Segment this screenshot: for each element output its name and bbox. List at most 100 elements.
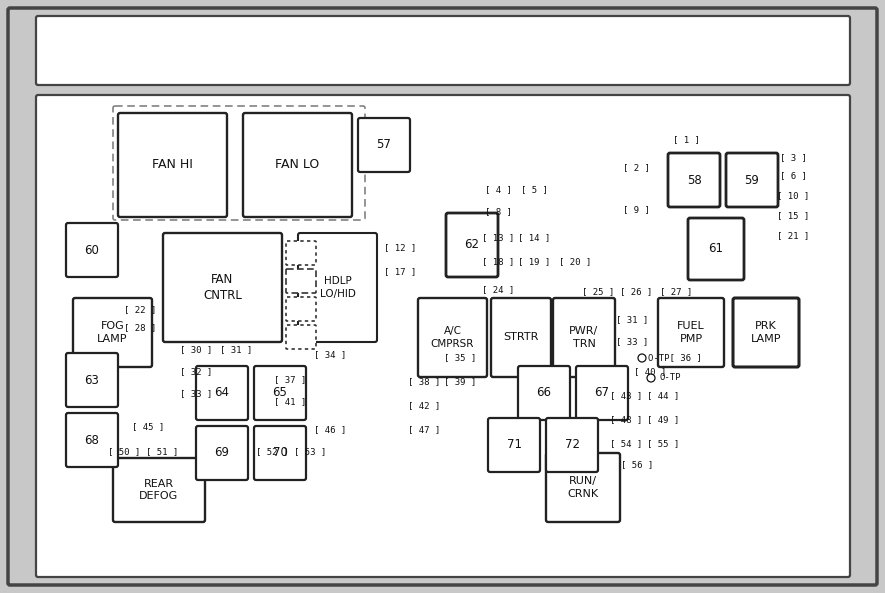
- Text: 63: 63: [85, 374, 99, 387]
- FancyBboxPatch shape: [576, 366, 628, 420]
- Text: [ 21 ]: [ 21 ]: [777, 231, 809, 241]
- FancyBboxPatch shape: [8, 8, 877, 585]
- Text: [ 6 ]: [ 6 ]: [780, 171, 806, 180]
- Text: 71: 71: [506, 438, 521, 451]
- FancyBboxPatch shape: [286, 269, 316, 293]
- Text: 60: 60: [85, 244, 99, 257]
- FancyBboxPatch shape: [491, 298, 551, 377]
- Text: 72: 72: [565, 438, 580, 451]
- Text: 67: 67: [595, 387, 610, 400]
- Text: [ 3 ]: [ 3 ]: [780, 154, 806, 162]
- FancyBboxPatch shape: [358, 118, 410, 172]
- Text: [ 8 ]: [ 8 ]: [485, 208, 512, 216]
- Text: [ 41 ]: [ 41 ]: [273, 397, 306, 406]
- Text: [ 18 ]: [ 18 ]: [481, 257, 514, 266]
- Text: [ 50 ]: [ 50 ]: [108, 448, 140, 457]
- FancyBboxPatch shape: [286, 297, 316, 321]
- FancyBboxPatch shape: [658, 298, 724, 367]
- FancyBboxPatch shape: [254, 366, 306, 420]
- FancyBboxPatch shape: [418, 298, 487, 377]
- FancyBboxPatch shape: [726, 153, 778, 207]
- FancyBboxPatch shape: [113, 458, 205, 522]
- Text: [ 31 ]: [ 31 ]: [219, 346, 252, 355]
- Text: [ 15 ]: [ 15 ]: [777, 212, 809, 221]
- Text: PRK
LAMP: PRK LAMP: [750, 321, 781, 344]
- Text: [ 14 ]: [ 14 ]: [518, 234, 550, 243]
- Text: 58: 58: [687, 174, 702, 187]
- Text: [ 53 ]: [ 53 ]: [294, 448, 327, 457]
- FancyBboxPatch shape: [553, 298, 615, 377]
- FancyBboxPatch shape: [488, 418, 540, 472]
- Text: 64: 64: [214, 387, 229, 400]
- FancyBboxPatch shape: [243, 113, 352, 217]
- Text: [ 30 ]: [ 30 ]: [180, 346, 212, 355]
- Text: 62: 62: [465, 238, 480, 251]
- Text: O-TP[ 36 ]: O-TP[ 36 ]: [648, 353, 702, 362]
- Text: [ 28 ]: [ 28 ]: [124, 324, 156, 333]
- Text: [ 47 ]: [ 47 ]: [408, 426, 440, 435]
- Text: [ 12 ]: [ 12 ]: [384, 244, 416, 253]
- Text: [ 13 ]: [ 13 ]: [481, 234, 514, 243]
- Text: [ 31 ]: [ 31 ]: [616, 315, 648, 324]
- Text: [ 56 ]: [ 56 ]: [621, 461, 653, 470]
- FancyBboxPatch shape: [66, 353, 118, 407]
- Text: REAR
DEFOG: REAR DEFOG: [139, 479, 179, 501]
- FancyBboxPatch shape: [286, 325, 316, 349]
- Text: [ 1 ]: [ 1 ]: [673, 135, 699, 145]
- Text: [ 32 ]: [ 32 ]: [180, 368, 212, 377]
- Text: [ 17 ]: [ 17 ]: [384, 267, 416, 276]
- Text: 57: 57: [376, 139, 391, 151]
- Text: 65: 65: [273, 387, 288, 400]
- FancyBboxPatch shape: [518, 366, 570, 420]
- Text: 68: 68: [85, 433, 99, 447]
- FancyBboxPatch shape: [36, 16, 850, 85]
- Text: [ 4 ]: [ 4 ]: [485, 186, 512, 195]
- Text: FAN LO: FAN LO: [275, 158, 319, 171]
- Text: [ 52 ]: [ 52 ]: [256, 448, 289, 457]
- Text: [ 45 ]: [ 45 ]: [132, 422, 164, 432]
- Text: [ 38 ]: [ 38 ]: [408, 378, 440, 387]
- Text: [ 39 ]: [ 39 ]: [444, 378, 476, 387]
- FancyBboxPatch shape: [446, 213, 498, 277]
- Text: RUN/
CRNK: RUN/ CRNK: [567, 476, 598, 499]
- FancyBboxPatch shape: [254, 426, 306, 480]
- Text: 70: 70: [273, 447, 288, 460]
- Text: [ 40 ]: [ 40 ]: [634, 368, 666, 377]
- Text: [ 48 ]: [ 48 ]: [610, 416, 643, 425]
- Text: [ 27 ]: [ 27 ]: [660, 288, 692, 296]
- Text: [ 43 ]: [ 43 ]: [610, 391, 643, 400]
- FancyBboxPatch shape: [668, 153, 720, 207]
- Text: [ 26 ]: [ 26 ]: [620, 288, 652, 296]
- Text: O-TP: O-TP: [660, 374, 681, 382]
- Text: [ 42 ]: [ 42 ]: [408, 401, 440, 410]
- Text: [ 49 ]: [ 49 ]: [647, 416, 679, 425]
- FancyBboxPatch shape: [688, 218, 744, 280]
- Text: FUEL
PMP: FUEL PMP: [677, 321, 704, 344]
- Text: [ 19 ]: [ 19 ]: [518, 257, 550, 266]
- FancyBboxPatch shape: [546, 418, 598, 472]
- Text: [ 54 ]: [ 54 ]: [610, 439, 643, 448]
- FancyBboxPatch shape: [73, 298, 152, 367]
- Text: [ 22 ]: [ 22 ]: [124, 305, 156, 314]
- Text: 61: 61: [709, 243, 724, 256]
- Text: [ 46 ]: [ 46 ]: [314, 426, 346, 435]
- FancyBboxPatch shape: [196, 366, 248, 420]
- Text: FOG
LAMP: FOG LAMP: [97, 321, 127, 344]
- Text: [ 2 ]: [ 2 ]: [622, 164, 650, 173]
- FancyBboxPatch shape: [733, 298, 799, 367]
- Text: [ 55 ]: [ 55 ]: [647, 439, 679, 448]
- Text: [ 25 ]: [ 25 ]: [581, 288, 614, 296]
- Text: 66: 66: [536, 387, 551, 400]
- Text: [ 51 ]: [ 51 ]: [146, 448, 178, 457]
- FancyBboxPatch shape: [66, 413, 118, 467]
- FancyBboxPatch shape: [196, 426, 248, 480]
- FancyBboxPatch shape: [286, 241, 316, 265]
- Text: STRTR: STRTR: [504, 333, 539, 343]
- Text: [ 37 ]: [ 37 ]: [273, 375, 306, 384]
- Text: HDLP
LO/HID: HDLP LO/HID: [319, 276, 356, 299]
- Text: [ 20 ]: [ 20 ]: [558, 257, 591, 266]
- Text: A/C
CMPRSR: A/C CMPRSR: [431, 326, 474, 349]
- Text: [ 24 ]: [ 24 ]: [481, 285, 514, 295]
- Text: [ 34 ]: [ 34 ]: [314, 350, 346, 359]
- FancyBboxPatch shape: [546, 453, 620, 522]
